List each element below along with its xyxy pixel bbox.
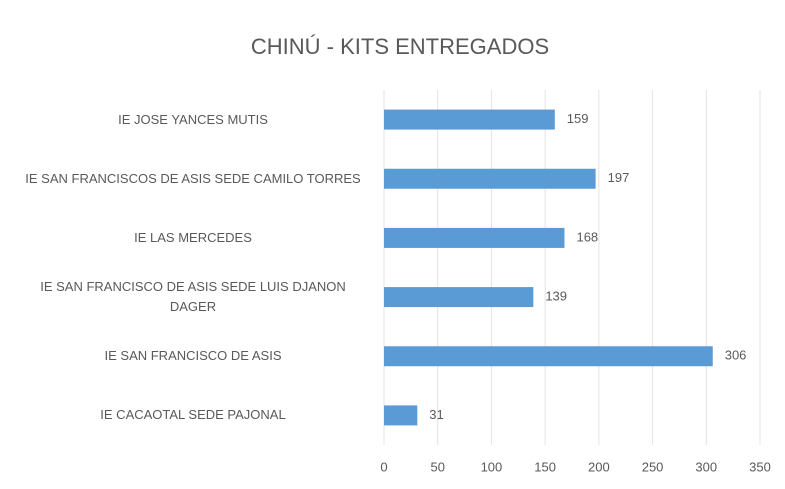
data-label: 159 bbox=[567, 111, 589, 126]
x-tick-label: 300 bbox=[695, 459, 717, 474]
x-tick-label: 50 bbox=[430, 459, 444, 474]
chart-title: CHINÚ - KITS ENTREGADOS bbox=[251, 34, 549, 59]
x-tick-label: 0 bbox=[380, 459, 387, 474]
bar bbox=[384, 346, 713, 367]
bar bbox=[384, 405, 418, 426]
y-tick-label: IE SAN FRANCISCO DE ASIS bbox=[104, 348, 282, 364]
y-tick-label: IE LAS MERCEDES bbox=[134, 229, 252, 245]
x-tick-label: 100 bbox=[481, 459, 503, 474]
x-tick-label: 150 bbox=[534, 459, 556, 474]
x-tick-label: 200 bbox=[588, 459, 610, 474]
data-label: 197 bbox=[608, 170, 630, 185]
data-label: 306 bbox=[725, 348, 747, 363]
data-label: 168 bbox=[576, 229, 598, 244]
bar bbox=[384, 109, 555, 130]
bar bbox=[384, 168, 596, 189]
data-label: 139 bbox=[545, 289, 567, 304]
y-tick-label: IE SAN FRANCISCO DE ASIS SEDE LUIS DJANO… bbox=[40, 279, 346, 315]
y-tick-label: IE JOSE YANCES MUTIS bbox=[118, 111, 268, 127]
x-tick-label: 250 bbox=[642, 459, 664, 474]
y-tick-label: IE SAN FRANCISCOS DE ASIS SEDE CAMILO TO… bbox=[25, 170, 361, 186]
bar bbox=[384, 227, 565, 248]
y-tick-label: IE CACAOTAL SEDE PAJONAL bbox=[100, 407, 286, 423]
x-tick-label: 350 bbox=[749, 459, 771, 474]
data-label: 31 bbox=[429, 407, 443, 422]
bar bbox=[384, 287, 534, 308]
